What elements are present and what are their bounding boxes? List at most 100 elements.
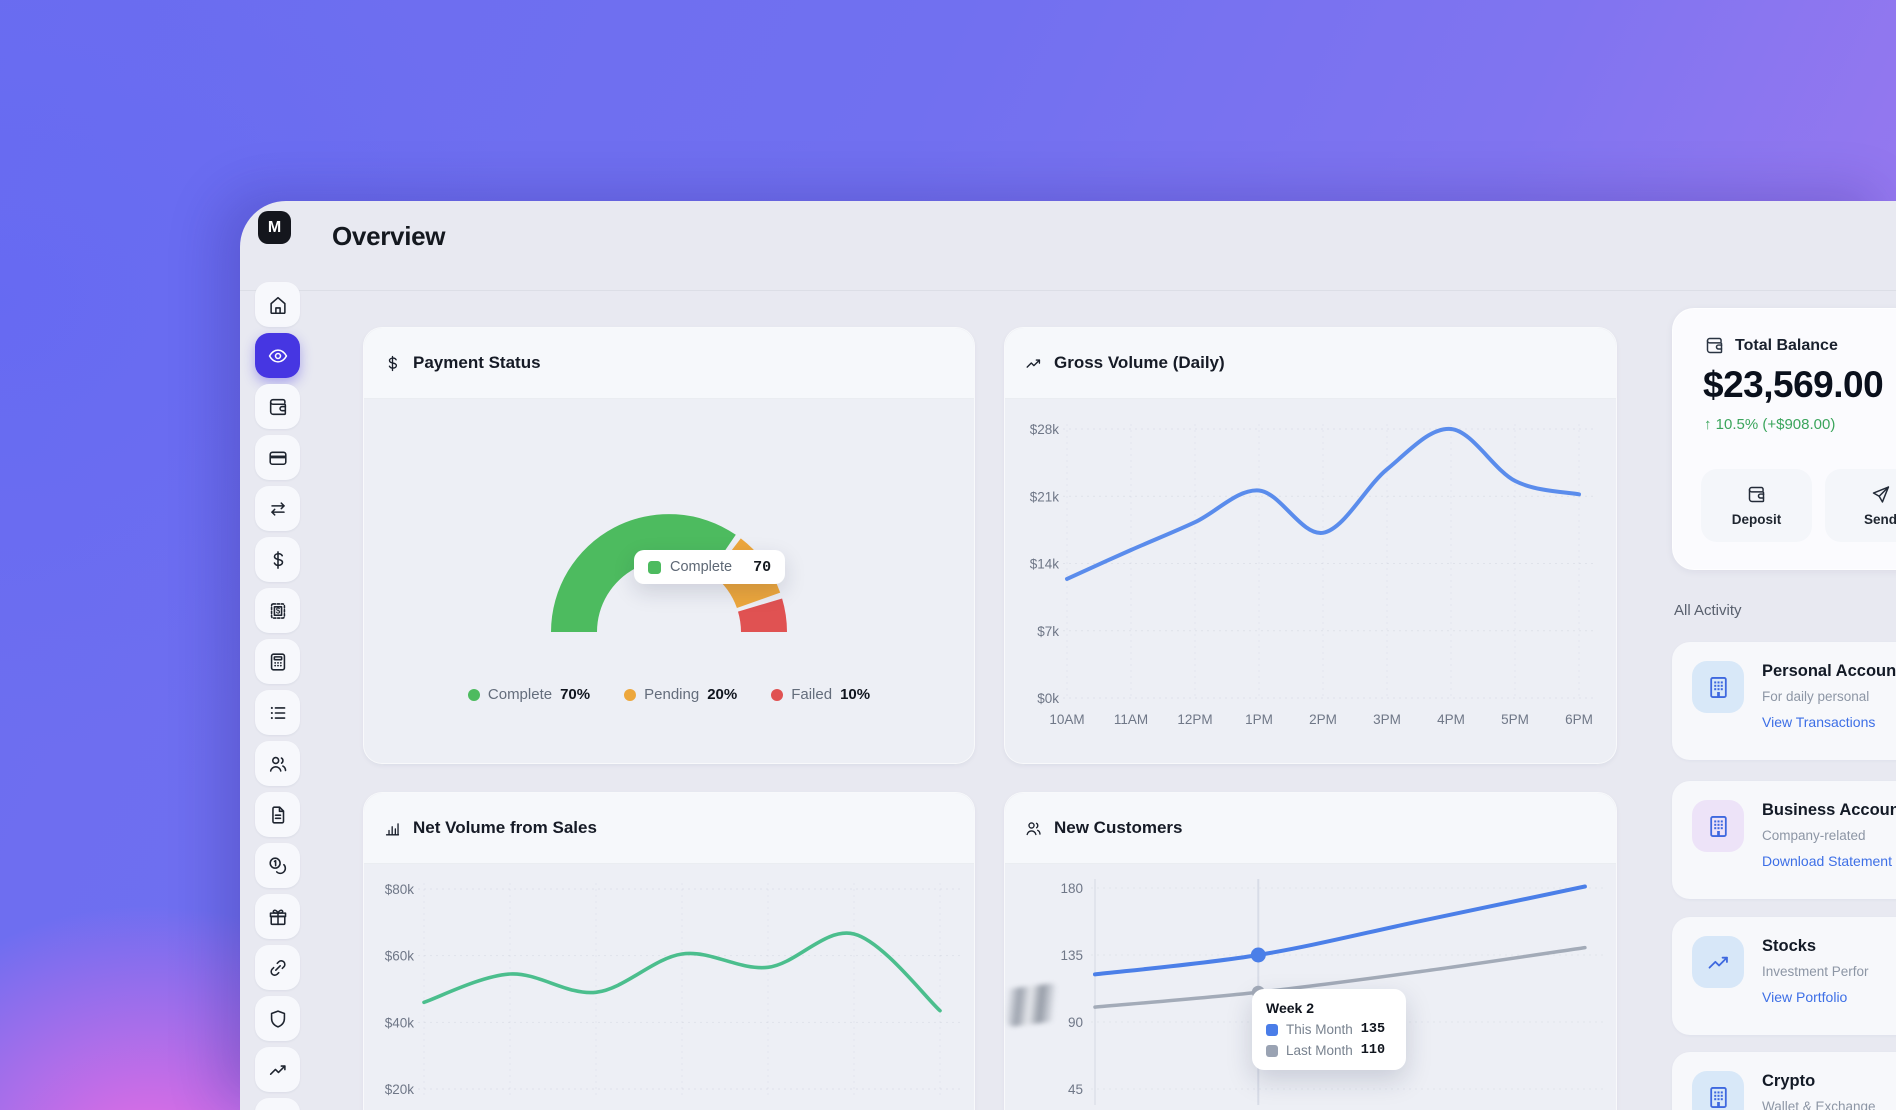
account-title: Stocks (1762, 937, 1817, 955)
deposit-button[interactable]: Deposit (1701, 469, 1812, 542)
svg-text:$20k: $20k (385, 1082, 415, 1097)
complete-swatch (648, 560, 661, 574)
legend-item-complete: Complete 70% (467, 686, 591, 703)
gift-icon (267, 906, 289, 928)
balance-change: ↑ 10.5% (+$908.00) (1704, 416, 1836, 433)
gross-volume-chart[interactable]: $0k $7k $14k $21k $28k 10AM 11AM 12PM 1PM 2PM 3PM 4… (1005, 328, 1616, 763)
svg-text:11AM: 11AM (1114, 712, 1148, 727)
coins-icon (267, 855, 289, 877)
stocks-card[interactable]: Stocks Investment Perfor View Portfolio (1672, 917, 1896, 1035)
week-tooltip: Week 2 This Month 135 Last Month 110 (1252, 989, 1406, 1070)
tooltip-value: 70 (753, 558, 772, 576)
stocks-icon-tile (1692, 936, 1744, 988)
account-subtitle: Company-related (1762, 828, 1866, 843)
trend-up-icon (267, 1059, 289, 1081)
download-statement-link[interactable]: Download Statement (1762, 853, 1892, 869)
app-logo[interactable]: M (258, 211, 291, 244)
card-title: New Customers (1054, 818, 1183, 837)
sidebar-item-trend-up[interactable] (255, 1047, 300, 1092)
all-activity-heading: All Activity (1674, 602, 1742, 619)
business-account-card[interactable]: Business Account Company-related Downloa… (1672, 781, 1896, 899)
sidebar-item-coins[interactable] (255, 843, 300, 888)
send-label: Send (1863, 512, 1896, 527)
balance-label: Total Balance (1735, 336, 1838, 354)
credit-card-icon (267, 447, 289, 469)
sidebar-item-wallet[interactable] (255, 384, 300, 429)
svg-text:45: 45 (1068, 1082, 1083, 1097)
balance-label-row: Total Balance (1704, 335, 1838, 356)
send-icon (1870, 484, 1891, 505)
tooltip-value: 110 (1360, 1043, 1386, 1058)
tooltip-row-this-month: This Month 135 (1266, 1022, 1392, 1037)
balance-actions: Deposit Send (1701, 469, 1896, 542)
last-month-swatch (1266, 1044, 1278, 1057)
svg-text:4PM: 4PM (1437, 712, 1465, 727)
sidebar-item-device[interactable] (255, 1098, 300, 1110)
account-title: Crypto (1762, 1072, 1816, 1090)
account-icon-tile (1692, 800, 1744, 852)
svg-text:2PM: 2PM (1309, 712, 1337, 727)
personal-account-card[interactable]: Personal Account For daily personal View… (1672, 642, 1896, 760)
view-transactions-link[interactable]: View Transactions (1762, 714, 1876, 730)
new-customers-chart[interactable]: 45 90 135 180 (1005, 793, 1616, 1110)
svg-text:90: 90 (1068, 1015, 1083, 1030)
users-icon (267, 753, 289, 775)
net-volume-card-header: Net Volume from Sales (364, 793, 974, 864)
this-month-swatch (1266, 1023, 1278, 1036)
wallet-icon (1746, 484, 1767, 505)
net-volume-chart[interactable]: $80k $60k $40k $20k (364, 793, 974, 1110)
svg-text:$40k: $40k (385, 1015, 415, 1030)
deposit-label: Deposit (1731, 512, 1782, 527)
receipt-dollar-icon (267, 600, 289, 622)
sidebar-item-document[interactable] (255, 792, 300, 837)
eye-icon (267, 345, 289, 367)
crypto-icon-tile (1692, 1071, 1744, 1110)
sidebar-item-users[interactable] (255, 741, 300, 786)
legend-value: 70% (560, 686, 591, 703)
gauge-legend: Complete 70% Pending 20% Failed 10% (364, 686, 974, 703)
link-icon (267, 957, 289, 979)
total-balance-card: Total Balance $23,569.00 ↑ 10.5% (+$908.… (1672, 308, 1896, 570)
new-customers-card-header: New Customers (1005, 793, 1616, 864)
account-subtitle: For daily personal (1762, 689, 1870, 704)
legend-value: 10% (840, 686, 871, 703)
legend-value: 20% (707, 686, 738, 703)
page-title: Overview (332, 221, 446, 251)
sidebar-nav (255, 282, 300, 1110)
svg-text:$80k: $80k (385, 882, 415, 897)
blur-artifact (1002, 982, 1062, 1028)
sidebar-item-credit-card[interactable] (255, 435, 300, 480)
send-button[interactable]: Send (1825, 469, 1896, 542)
home-icon (267, 294, 289, 316)
sidebar-item-calculator[interactable] (255, 639, 300, 684)
new-customers-card: New Customers 45 90 135 180 Week 2 This Mon… (1004, 792, 1617, 1110)
sidebar-item-gift[interactable] (255, 894, 300, 939)
account-title: Personal Account (1762, 662, 1896, 680)
svg-text:6PM: 6PM (1565, 712, 1593, 727)
svg-text:10AM: 10AM (1049, 712, 1084, 727)
sidebar-item-transfer[interactable] (255, 486, 300, 531)
building-icon (1705, 674, 1732, 701)
legend-item-failed: Failed 10% (771, 686, 870, 703)
transfer-icon (267, 498, 289, 520)
sidebar-item-dollar[interactable] (255, 537, 300, 582)
building-icon (1705, 1084, 1732, 1110)
view-portfolio-link[interactable]: View Portfolio (1762, 989, 1848, 1005)
legend-label: Complete (487, 686, 553, 703)
sidebar-item-home[interactable] (255, 282, 300, 327)
crypto-card[interactable]: Crypto Wallet & Exchange (1672, 1052, 1896, 1110)
sidebar-item-eye[interactable] (255, 333, 300, 378)
sidebar-item-link[interactable] (255, 945, 300, 990)
shield-icon (267, 1008, 289, 1030)
trend-up-icon (1705, 949, 1732, 976)
card-title: Gross Volume (Daily) (1054, 353, 1225, 372)
sidebar-item-receipt-dollar[interactable] (255, 588, 300, 633)
sidebar-item-list[interactable] (255, 690, 300, 735)
tooltip-label: Last Month (1286, 1043, 1353, 1058)
calculator-icon (267, 651, 289, 673)
svg-text:135: 135 (1060, 948, 1083, 963)
sidebar-item-shield[interactable] (255, 996, 300, 1041)
svg-text:$0k: $0k (1037, 691, 1059, 706)
svg-text:3PM: 3PM (1373, 712, 1401, 727)
